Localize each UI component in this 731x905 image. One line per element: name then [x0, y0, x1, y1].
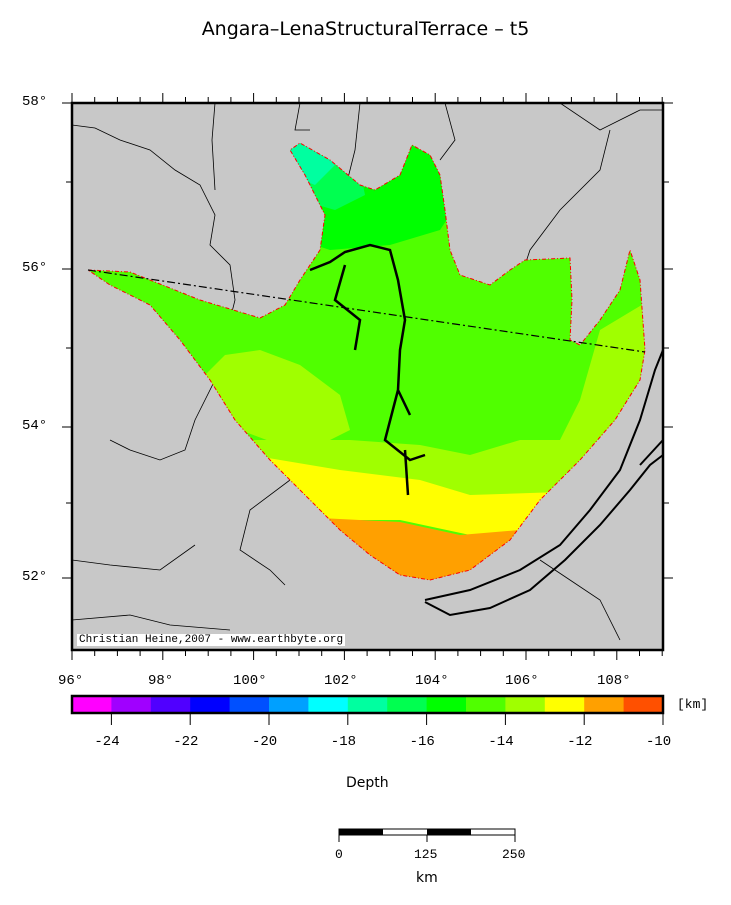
colorbar-bin — [150, 696, 191, 713]
colorbar-tick-label: -16 — [409, 734, 435, 750]
lat-label-54: 54° — [22, 418, 48, 434]
scale-bar — [338, 828, 516, 842]
colorbar-bin — [623, 696, 664, 713]
colorbar-bin — [387, 696, 428, 713]
lon-label-108: 108° — [597, 673, 631, 689]
colorbar — [70, 694, 665, 725]
lat-label-58: 58° — [22, 94, 48, 110]
lon-label-96: 96° — [58, 673, 84, 689]
depth-zone-13-14-west — [200, 350, 350, 445]
colorbar-tick-label: -20 — [252, 734, 278, 750]
colorbar-unit: [km] — [677, 697, 709, 712]
lon-label-100: 100° — [233, 673, 267, 689]
colorbar-tick-label: -10 — [646, 734, 672, 750]
lake-baikal-shore — [424, 349, 664, 617]
colorbar-bin — [308, 696, 349, 713]
scale-tick-125: 125 — [414, 847, 438, 862]
lat-label-52: 52° — [22, 569, 48, 585]
map-title: Angara–LenaStructuralTerrace – t5 — [201, 18, 530, 40]
profile-line — [87, 269, 646, 353]
lat-label-56: 56° — [22, 260, 48, 276]
axis-ticks — [62, 93, 673, 660]
colorbar-bin — [190, 696, 231, 713]
colorbar-bin — [269, 696, 309, 713]
lon-label-106: 106° — [505, 673, 539, 689]
river — [309, 243, 426, 496]
colorbar-bin — [72, 696, 112, 713]
credit-label: Christian Heine,2007 - www.earthbyte.org — [77, 634, 346, 646]
colorbar-bin — [584, 696, 625, 713]
colorbar-bin — [426, 696, 467, 713]
colorbar-tick-label: -18 — [330, 734, 357, 750]
colorbar-bin — [229, 696, 270, 713]
lon-label-104: 104° — [415, 673, 449, 689]
colorbar-label: Depth — [346, 775, 389, 791]
colorbar-frame — [70, 694, 665, 715]
colorbar-bin — [347, 696, 388, 713]
colorbar-tick-label: -22 — [173, 734, 199, 750]
lon-label-98: 98° — [148, 673, 174, 689]
colorbar-bin — [505, 696, 546, 713]
colorbar-bin — [544, 696, 585, 713]
depth-zone-13-14-south — [240, 300, 645, 500]
colorbar-bin — [466, 696, 506, 713]
scale-tick-0: 0 — [335, 847, 343, 862]
colorbar-tick-label: -12 — [567, 734, 593, 750]
scale-tick-250: 250 — [502, 847, 526, 862]
lon-label-102: 102° — [324, 673, 358, 689]
scale-unit: km — [416, 870, 438, 886]
colorbar-tick-label: -24 — [94, 734, 120, 750]
depth-zone-12-13 — [250, 455, 560, 535]
colorbar-tick-label: -14 — [488, 734, 514, 750]
colorbar-bin — [111, 696, 152, 713]
